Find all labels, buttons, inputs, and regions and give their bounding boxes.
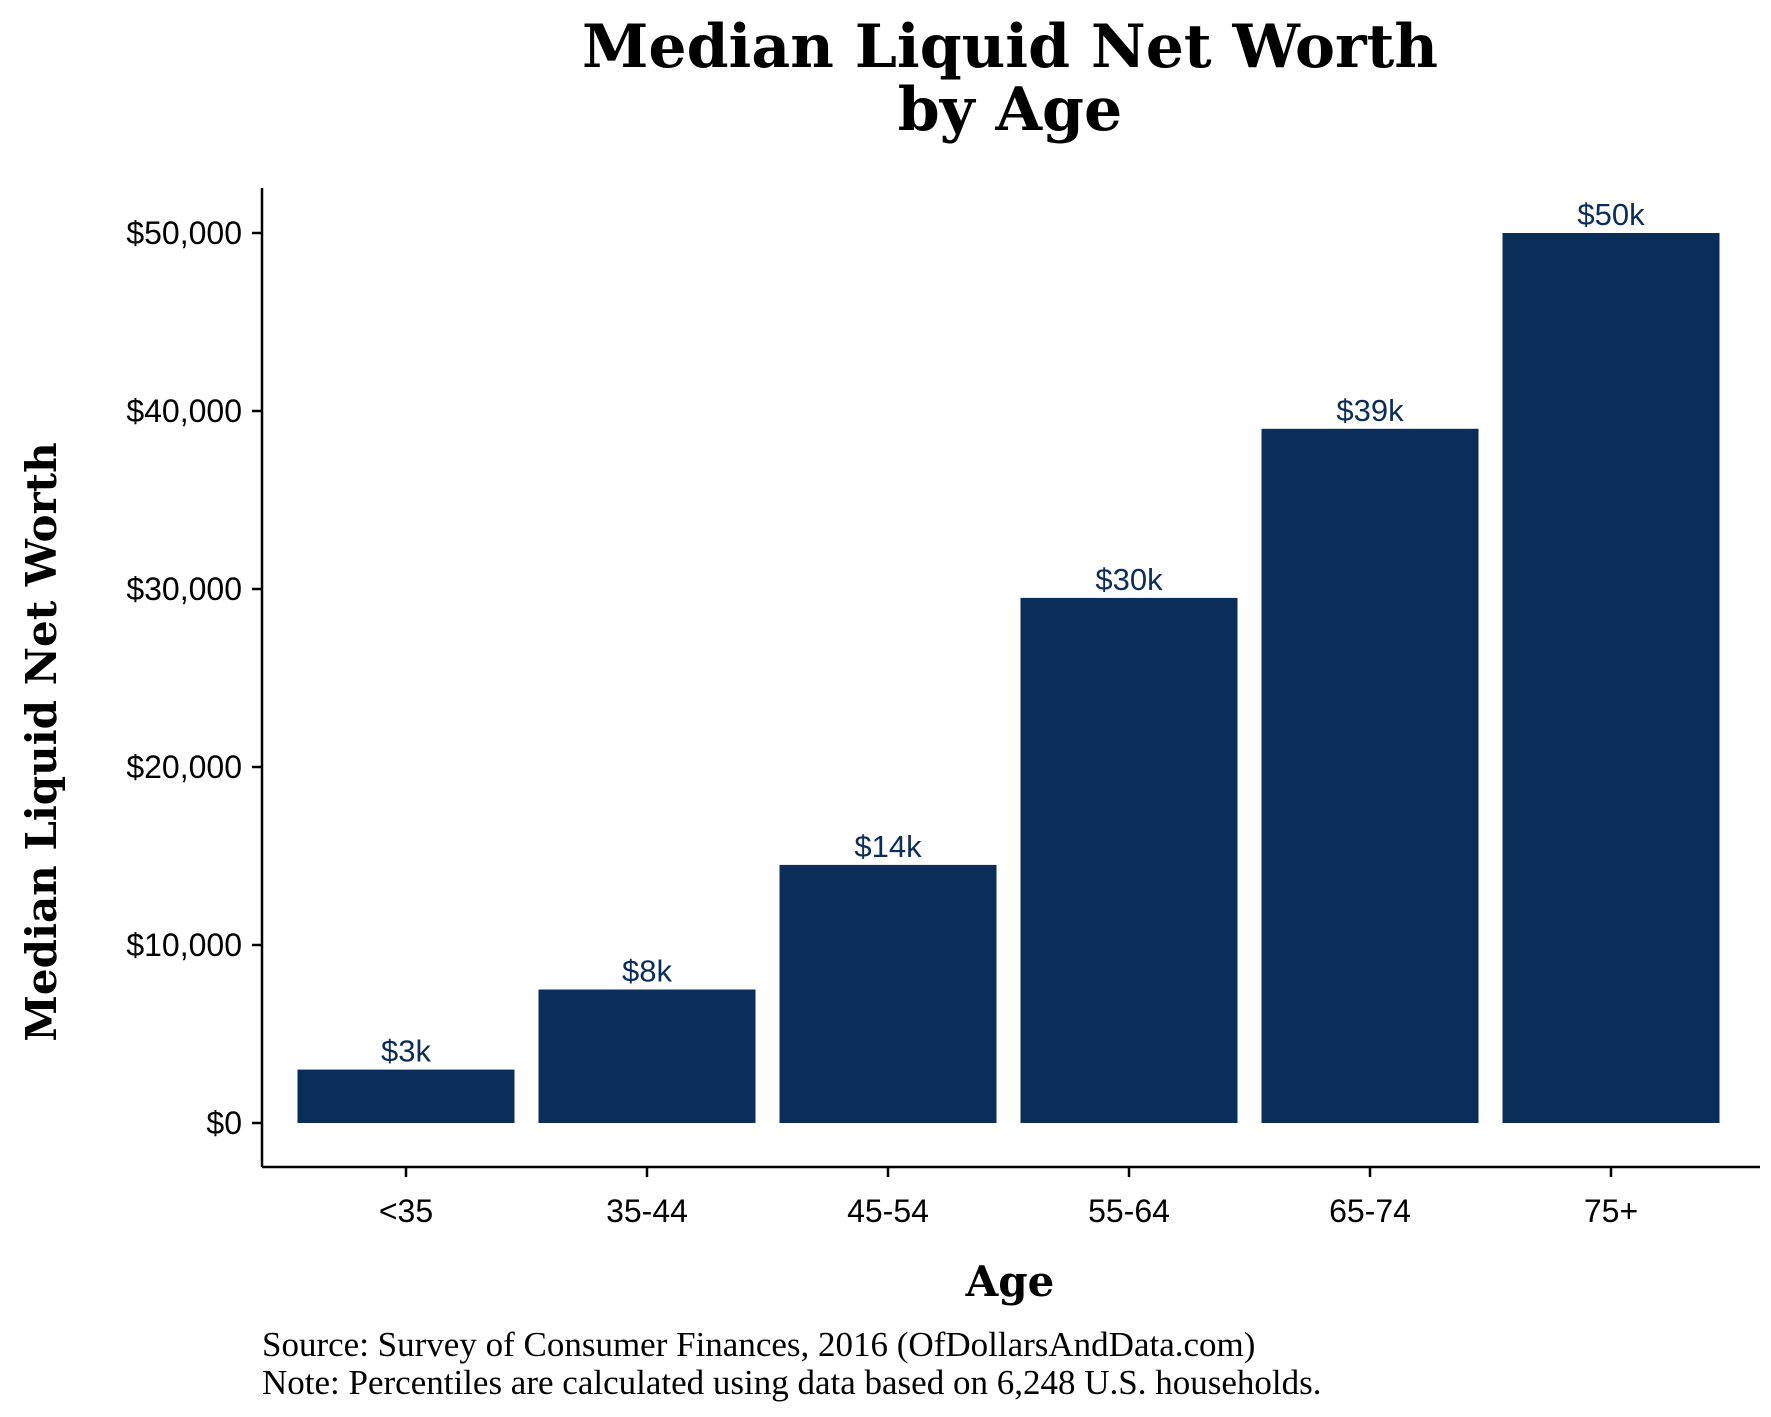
- y-tick-label: $50,000: [126, 215, 242, 251]
- x-tick-label: 45-54: [847, 1193, 929, 1229]
- y-tick-label: $20,000: [126, 749, 242, 785]
- source-line: Source: Survey of Consumer Finances, 201…: [262, 1325, 1255, 1364]
- bar-4: [1261, 428, 1479, 1123]
- y-tick-label: $0: [206, 1105, 242, 1141]
- x-tick-label: 65-74: [1329, 1193, 1411, 1229]
- bar-value-label: $3k: [381, 1034, 431, 1069]
- chart-title-line-1: Median Liquid Net Worth: [582, 12, 1438, 82]
- x-tick-label: 35-44: [606, 1193, 688, 1229]
- plot-area: $3k $8k $14k $30k $39k $50k $0 $10,000 $20,000 $3…: [126, 188, 1760, 1229]
- bar-value-label: $14k: [854, 829, 922, 864]
- x-axis-title: Age: [965, 1257, 1055, 1306]
- chart-title-line-2: by Age: [898, 75, 1122, 145]
- bar-5: [1502, 233, 1720, 1123]
- y-tick-label: $30,000: [126, 571, 242, 607]
- bar-value-label: $8k: [622, 954, 672, 989]
- source-caption: Source: Survey of Consumer Finances, 201…: [262, 1325, 1321, 1402]
- y-axis-title: Median Liquid Net Worth: [17, 442, 66, 1041]
- y-tick-label: $40,000: [126, 393, 242, 429]
- x-tick-label: 55-64: [1088, 1193, 1170, 1229]
- bar-3: [1020, 597, 1238, 1123]
- chart-title: Median Liquid Net Worth by Age: [582, 12, 1438, 145]
- note-line: Note: Percentiles are calculated using d…: [262, 1363, 1321, 1402]
- bar-value-label: $39k: [1336, 393, 1404, 428]
- x-tick-label: <35: [379, 1193, 433, 1229]
- bar-0: [297, 1069, 515, 1123]
- bar-2: [779, 864, 997, 1123]
- x-tick-label: 75+: [1584, 1193, 1638, 1229]
- bar-value-label: $50k: [1577, 197, 1645, 232]
- y-tick-label: $10,000: [126, 927, 242, 963]
- bar-value-label: $30k: [1095, 562, 1163, 597]
- bar-1: [538, 989, 756, 1123]
